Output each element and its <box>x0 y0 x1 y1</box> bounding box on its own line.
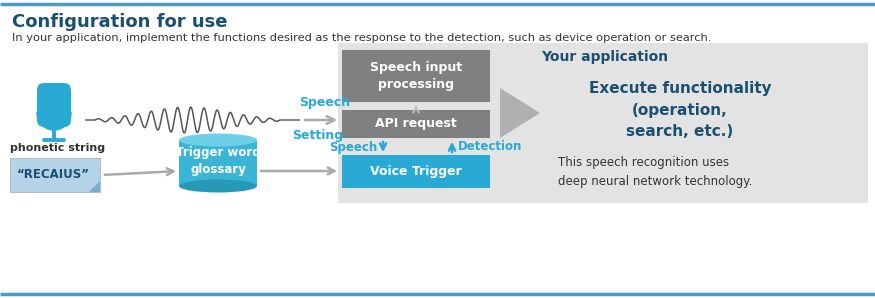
Text: Speech input
processing: Speech input processing <box>370 61 462 91</box>
Ellipse shape <box>179 179 257 193</box>
FancyBboxPatch shape <box>342 155 490 188</box>
Polygon shape <box>500 88 540 138</box>
FancyBboxPatch shape <box>10 158 100 192</box>
FancyBboxPatch shape <box>342 110 490 138</box>
Text: Speech: Speech <box>329 140 377 153</box>
Text: Voice Trigger: Voice Trigger <box>370 164 462 178</box>
Text: Trigger word
glossary: Trigger word glossary <box>176 146 261 176</box>
Text: API request: API request <box>375 117 457 131</box>
Text: In your application, implement the functions desired as the response to the dete: In your application, implement the funct… <box>12 33 711 43</box>
Text: Speech: Speech <box>299 96 351 109</box>
FancyBboxPatch shape <box>37 83 71 127</box>
Polygon shape <box>89 181 100 192</box>
Ellipse shape <box>179 134 257 147</box>
Polygon shape <box>179 140 257 186</box>
Text: phonetic string: phonetic string <box>10 143 105 153</box>
Text: “RECAIUS”: “RECAIUS” <box>17 168 89 181</box>
FancyBboxPatch shape <box>342 50 490 102</box>
FancyBboxPatch shape <box>338 43 868 203</box>
Text: Detection: Detection <box>458 140 522 153</box>
Text: Configuration for use: Configuration for use <box>12 13 228 31</box>
Text: This speech recognition uses
deep neural network technology.: This speech recognition uses deep neural… <box>558 156 752 187</box>
Text: Execute functionality
(operation,
search, etc.): Execute functionality (operation, search… <box>589 81 772 139</box>
Text: Setting: Setting <box>292 129 344 142</box>
Text: Your application: Your application <box>542 50 668 64</box>
